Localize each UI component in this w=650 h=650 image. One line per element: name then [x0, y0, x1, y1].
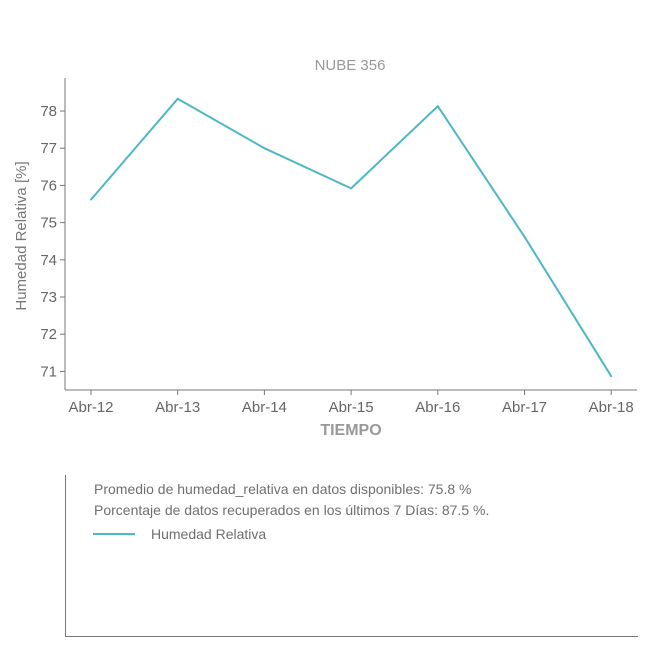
x-tick-label: Abr-18 — [589, 399, 634, 416]
data-recovery-text: Porcentaje de datos recuperados en los ú… — [94, 502, 490, 518]
y-tick-label: 71 — [40, 363, 57, 380]
y-axis-ticks: 71 72 73 74 75 76 77 78 — [40, 103, 65, 380]
y-tick-label: 76 — [40, 177, 57, 194]
data-point — [263, 147, 266, 150]
y-tick-label: 77 — [40, 140, 57, 157]
y-tick-label: 73 — [40, 289, 57, 306]
legend-label: Humedad Relativa — [151, 526, 267, 542]
series-group — [90, 97, 613, 378]
legend: Humedad Relativa — [93, 524, 266, 544]
x-tick-label: Abr-13 — [155, 399, 200, 416]
data-point — [436, 105, 439, 108]
data-point — [350, 187, 353, 190]
average-humidity-text: Promedio de humedad_relativa en datos di… — [94, 481, 472, 497]
series-line-humedad-relativa — [90, 97, 613, 377]
y-tick-label: 78 — [40, 103, 57, 120]
humidity-line-chart: NUBE 356 Humedad Relativa [%] TIEMPO 717… — [13, 57, 637, 439]
x-tick-label: Abr-15 — [329, 399, 374, 416]
y-tick-label: 72 — [40, 326, 57, 343]
data-point — [523, 235, 526, 238]
x-axis-title: TIEMPO — [320, 422, 381, 439]
y-tick-label: 75 — [40, 215, 57, 232]
x-tick-label: Abr-12 — [68, 399, 113, 416]
chart-title: NUBE 356 — [315, 57, 386, 74]
x-tick-label: Abr-14 — [242, 399, 287, 416]
info-box-bottom-border — [65, 636, 638, 637]
y-axis-title: Humedad Relativa [%] — [13, 161, 30, 310]
x-tick-label: Abr-16 — [415, 399, 460, 416]
legend-swatch — [93, 533, 135, 535]
x-tick-label: Abr-17 — [502, 399, 547, 416]
info-box-left-border — [65, 475, 66, 637]
x-axis-ticks: Abr-12 Abr-13 Abr-14 Abr-15 Abr-16 Abr-17 Abr-… — [68, 390, 634, 416]
y-tick-label: 74 — [40, 252, 57, 269]
data-point — [176, 97, 179, 100]
data-point — [610, 375, 613, 378]
data-point — [90, 198, 92, 201]
